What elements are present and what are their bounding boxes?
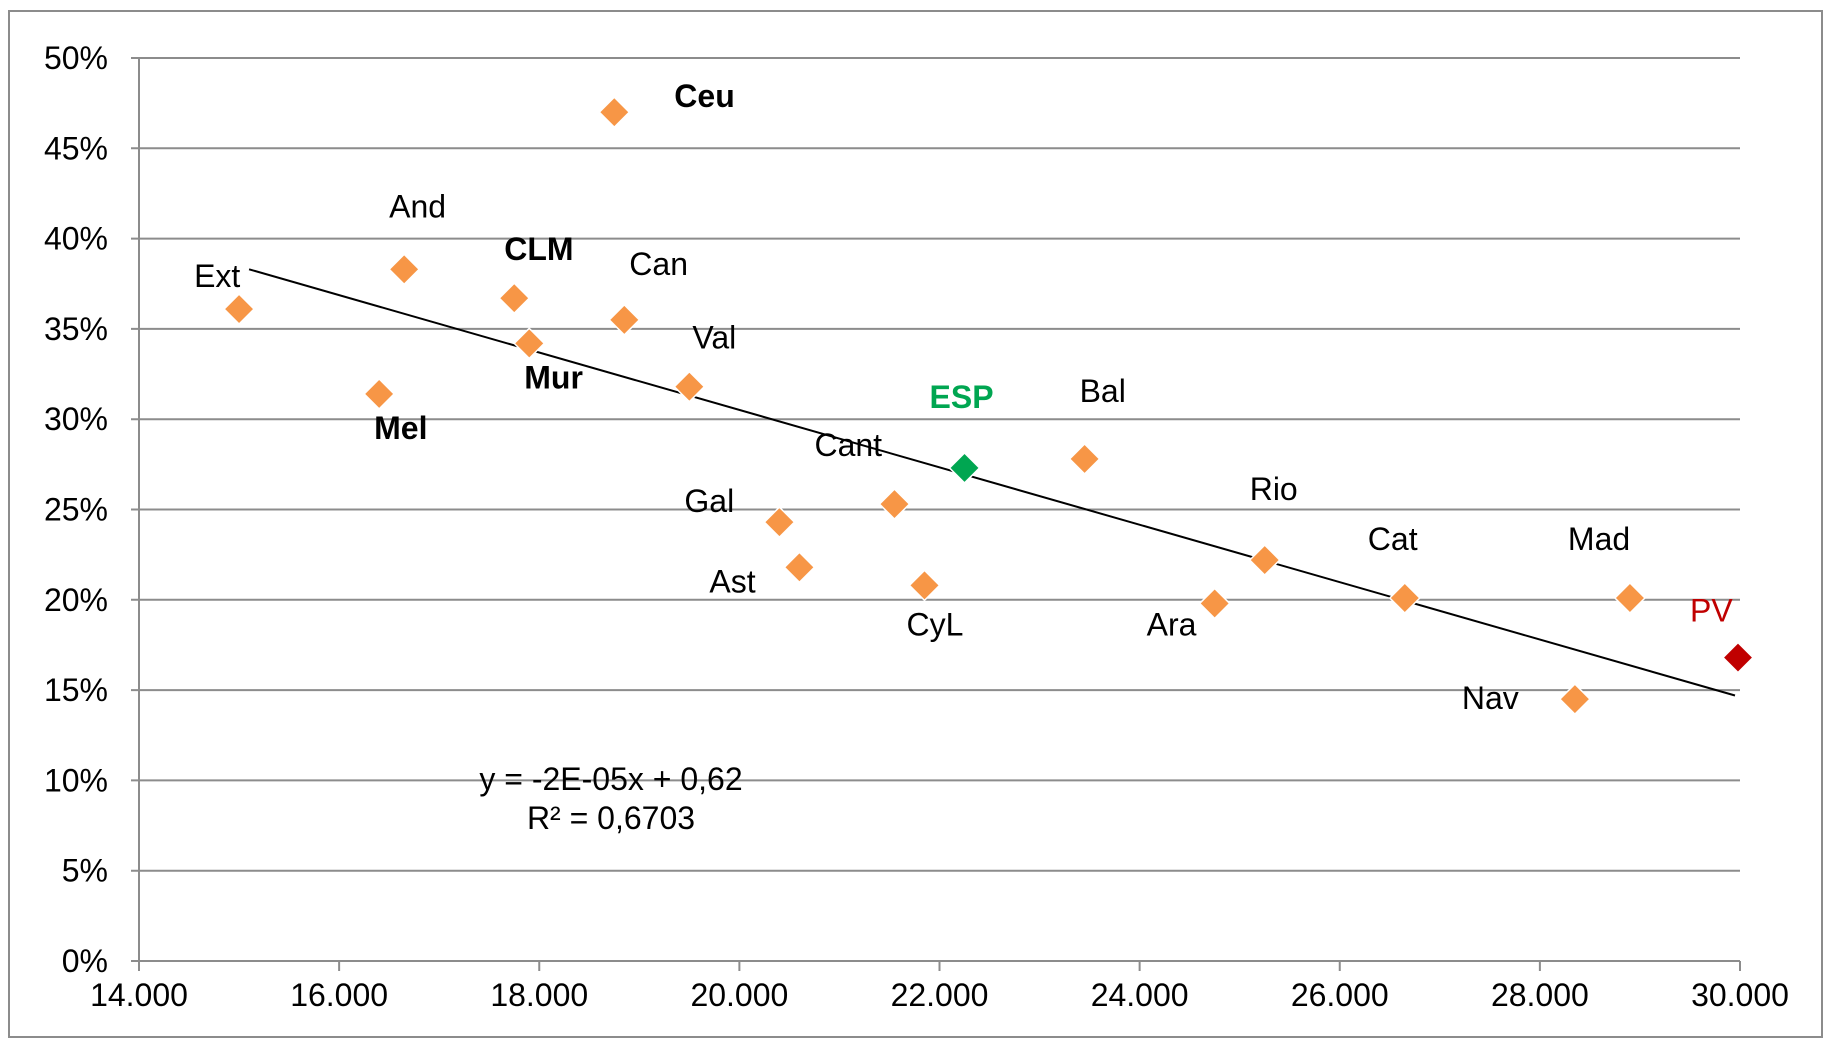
x-tick-label: 26.000	[1291, 977, 1389, 1013]
point-label-mad: Mad	[1568, 521, 1630, 557]
trendline	[248, 268, 1736, 697]
x-tick-label: 16.000	[290, 977, 388, 1013]
data-point-cat	[1388, 581, 1421, 615]
y-tick-label: 35%	[44, 311, 108, 347]
x-tick-label: 20.000	[690, 977, 788, 1013]
data-point-bal	[1068, 442, 1101, 475]
point-label-and: And	[389, 188, 446, 224]
point-labels: Ceu And CLM Ext Can Mur Val Mel ESP Bal Cant Gal Ast…	[194, 78, 1733, 716]
data-point-gal	[763, 506, 796, 539]
point-label-can: Can	[629, 246, 688, 282]
y-tick-label: 5%	[62, 853, 108, 889]
x-tick-label: 28.000	[1491, 977, 1589, 1013]
data-point-can	[608, 303, 641, 336]
point-label-ast: Ast	[709, 563, 755, 599]
data-point-val	[673, 370, 706, 403]
data-point-cyl	[908, 569, 941, 602]
x-tick-label: 18.000	[490, 977, 588, 1013]
data-point-ext	[223, 292, 256, 326]
y-tick-label: 40%	[44, 221, 108, 257]
point-label-cat: Cat	[1368, 521, 1418, 557]
data-points	[223, 96, 1755, 716]
axes: 0% 5% 10% 15% 20% 25% 30% 35% 40% 45% 50% 14.000 16.…	[44, 40, 1789, 1013]
x-tick-label: 24.000	[1091, 977, 1189, 1013]
trendline-r-squared-text: R² = 0,6703	[527, 800, 695, 836]
point-label-ceu: Ceu	[674, 78, 734, 114]
y-tick-label: 25%	[44, 492, 108, 528]
data-point-ara	[1198, 587, 1231, 620]
data-point-mur	[513, 327, 546, 360]
point-label-cyl: CyL	[906, 606, 963, 642]
data-point-pv	[1721, 641, 1755, 674]
x-tick-label: 14.000	[90, 977, 188, 1013]
trendline-group	[248, 268, 1736, 697]
y-tick-label: 10%	[44, 762, 108, 798]
point-label-cant: Cant	[814, 427, 882, 463]
point-label-nav: Nav	[1462, 680, 1519, 716]
chart-frame	[8, 10, 1823, 1038]
y-tick-label: 0%	[62, 943, 108, 979]
data-point-esp	[948, 451, 981, 485]
y-tick-label: 15%	[44, 672, 108, 708]
data-point-rio	[1248, 544, 1281, 577]
y-tick-label: 20%	[44, 582, 108, 618]
point-label-esp: ESP	[930, 379, 994, 415]
gridlines	[131, 57, 1740, 962]
point-label-ext: Ext	[194, 258, 240, 294]
data-point-cant	[878, 488, 911, 521]
data-point-nav	[1558, 683, 1591, 716]
point-label-bal: Bal	[1080, 373, 1126, 409]
data-point-and	[388, 253, 421, 286]
x-tick-label: 30.000	[1691, 977, 1789, 1013]
point-label-pv: PV	[1690, 593, 1733, 629]
point-label-clm: CLM	[504, 231, 573, 267]
y-tick-label: 45%	[44, 130, 108, 166]
point-label-mel: Mel	[374, 410, 427, 446]
y-tick-label: 30%	[44, 401, 108, 437]
y-tick-label: 50%	[44, 40, 108, 76]
data-point-mel	[363, 377, 396, 410]
point-label-val: Val	[692, 320, 736, 356]
data-point-ceu	[598, 96, 631, 129]
point-label-gal: Gal	[684, 483, 734, 519]
trendline-equation-text: y = -2E-05x + 0,62	[479, 761, 742, 797]
point-label-ara: Ara	[1147, 606, 1197, 642]
point-label-rio: Rio	[1250, 471, 1298, 507]
trendline-equation: y = -2E-05x + 0,62 R² = 0,6703	[479, 761, 742, 836]
data-point-mad	[1613, 581, 1646, 615]
x-tick-label: 22.000	[891, 977, 989, 1013]
data-point-ast	[783, 551, 816, 584]
point-label-mur: Mur	[524, 359, 583, 395]
data-point-clm	[498, 282, 531, 315]
